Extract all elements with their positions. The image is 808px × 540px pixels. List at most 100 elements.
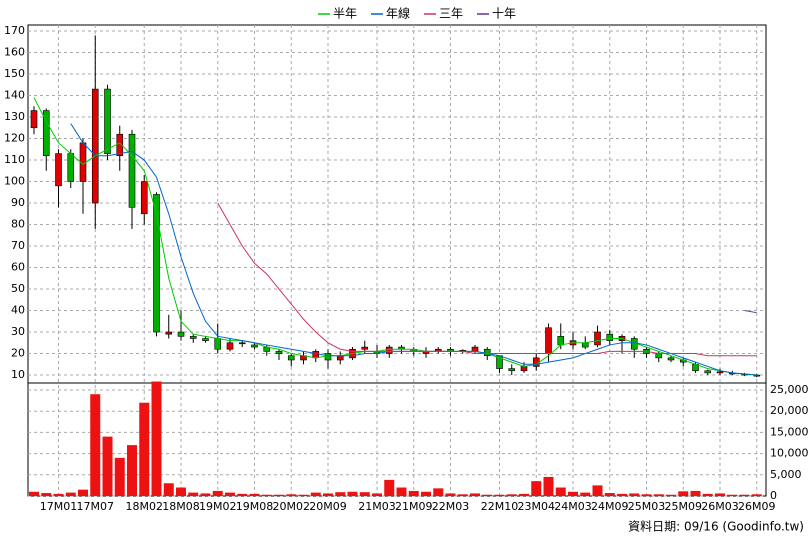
candle-body: [128, 133, 136, 208]
volume-bar: [421, 491, 431, 496]
y-tick-label: 10,000: [770, 447, 808, 460]
x-tick-label: 19M08: [236, 500, 274, 513]
volume-bar: [739, 494, 750, 496]
y-tick-label: 20: [11, 347, 25, 360]
y-tick-label: 160: [4, 46, 25, 59]
y-tick-label: 60: [11, 261, 25, 274]
volume-bar: [163, 483, 174, 496]
volume-bar: [690, 490, 701, 496]
x-tick-label: 24M03: [554, 500, 592, 513]
candle-body: [116, 133, 124, 157]
candle-body: [704, 370, 712, 374]
candle-body: [30, 110, 38, 129]
candle-body: [140, 181, 148, 215]
x-tick-label: 20M09: [309, 500, 347, 513]
ma-line: [217, 202, 757, 357]
volume-bar: [359, 492, 370, 496]
volume-bar: [641, 494, 652, 496]
candle-body: [67, 153, 75, 182]
volume-bar: [702, 493, 713, 496]
volume-bar: [286, 494, 297, 496]
volume-bar: [29, 491, 39, 496]
x-tick-label: 17M07: [77, 500, 115, 513]
candle-body: [716, 371, 724, 374]
candle-body: [336, 355, 344, 361]
volume-bar: [666, 494, 676, 496]
volume-bar: [323, 493, 333, 496]
volume-bar: [41, 493, 52, 496]
candle-body: [324, 353, 332, 361]
volume-bar: [384, 479, 395, 496]
y-tick-label: 40: [11, 304, 25, 317]
x-tick-label: 25M03: [628, 500, 666, 513]
plot-frame: [27, 24, 767, 497]
y-tick-label: 80: [11, 218, 25, 231]
candle-body: [202, 338, 209, 341]
y-tick-label: 170: [4, 24, 25, 37]
volume-bar: [78, 489, 88, 496]
candle-body: [594, 331, 601, 346]
candle-body: [287, 355, 295, 361]
volume-bar: [188, 492, 199, 496]
volume-bar: [225, 492, 235, 496]
volume-bar: [200, 493, 211, 496]
volume-bar: [310, 492, 321, 496]
volume-bar: [629, 493, 640, 496]
candle-body: [606, 333, 614, 341]
volume-bar: [335, 492, 346, 496]
volume-bar: [751, 494, 762, 496]
candle-body: [189, 336, 197, 339]
candle-body: [312, 351, 320, 359]
y-tick-label: 30: [11, 325, 25, 338]
x-tick-label: 19M02: [199, 500, 237, 513]
candle-body: [655, 353, 663, 359]
volume-bar: [653, 494, 664, 496]
y-tick-label: 140: [4, 89, 25, 102]
x-tick-label: 25M09: [665, 500, 703, 513]
volume-bar: [494, 494, 505, 496]
x-tick-label: 26M09: [738, 500, 776, 513]
volume-bar: [433, 488, 444, 496]
candle-body: [55, 153, 62, 187]
candle-body: [91, 88, 99, 204]
y-tick-label: 150: [4, 67, 25, 80]
volume-bar: [408, 490, 419, 496]
candle-body: [581, 342, 589, 348]
volume-bar: [555, 487, 566, 496]
volume-bar: [212, 490, 223, 496]
x-tick-label: 26M03: [701, 500, 739, 513]
candle-body: [177, 331, 185, 337]
volume-bar: [372, 493, 382, 496]
x-tick-label: 23M04: [518, 500, 556, 513]
candle-body: [165, 331, 173, 335]
legend-label: 半年: [333, 7, 357, 21]
y-tick-label: 130: [4, 110, 25, 123]
ma-line: [744, 310, 757, 314]
candle-body: [483, 348, 491, 356]
x-tick-label: 22M10: [481, 500, 519, 513]
y-tick-label: 50: [11, 282, 25, 295]
y-tick-label: 10: [11, 368, 25, 381]
volume-bar: [470, 493, 480, 496]
y-tick-label: 70: [11, 239, 25, 252]
y-tick-label: 0: [770, 489, 777, 502]
candle-body: [214, 338, 222, 350]
volume-bar: [151, 381, 162, 496]
candle-body: [385, 346, 393, 354]
candle-body: [520, 366, 528, 372]
volume-bar: [249, 493, 260, 496]
volume-bar: [53, 493, 64, 496]
volume-bar: [139, 402, 150, 496]
volume-bar: [568, 491, 578, 496]
y-tick-label: 15,000: [770, 425, 808, 438]
candle-body: [153, 194, 160, 333]
x-tick-label: 21M03: [358, 500, 396, 513]
candle-body: [557, 336, 565, 346]
candle-body: [545, 327, 552, 354]
volume-bar: [457, 494, 468, 496]
candle-body: [471, 346, 479, 352]
y-tick-label: 100: [4, 175, 25, 188]
volume-bar: [90, 394, 101, 496]
volume-bar: [445, 493, 456, 496]
volume-bar: [592, 485, 603, 496]
